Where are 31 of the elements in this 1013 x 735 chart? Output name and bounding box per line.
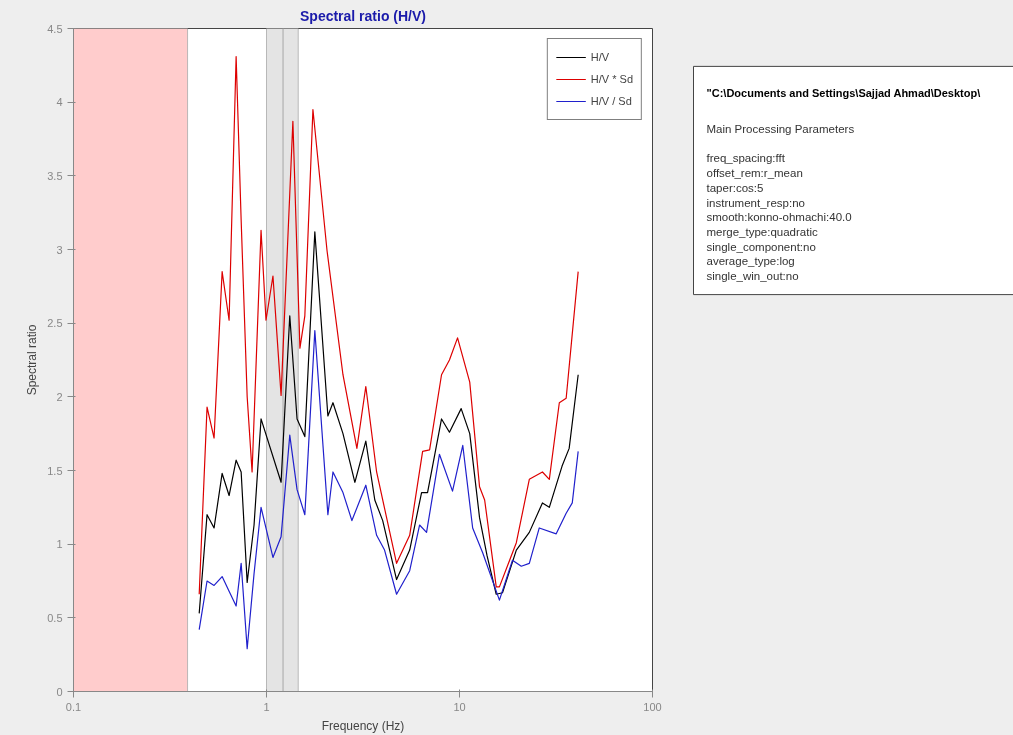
y-tick-label: 2.5	[47, 317, 63, 330]
text: instrument_resp:no	[706, 196, 805, 209]
x-tick-label: 100	[643, 700, 662, 713]
legend-label: H/V / Sd	[590, 95, 632, 107]
y-tick-label: 3.5	[47, 169, 63, 182]
text: smooth:konno-ohmachi:40.0	[706, 211, 852, 224]
x-tick-label: 1	[263, 700, 270, 713]
text: average_type:log	[706, 255, 795, 268]
x-axis-title: Frequency (Hz)	[321, 718, 405, 733]
y-axis-title: Spectral ratio	[25, 324, 40, 396]
text: freq_spacing:fft	[706, 152, 786, 165]
y-tick-label: 1	[56, 538, 63, 551]
legend-label: H/V * Sd	[590, 73, 633, 85]
legend-label: H/V	[590, 51, 611, 63]
y-tick-label: 1.5	[47, 464, 63, 477]
y-tick-label: 2	[56, 390, 63, 403]
text: merge_type:quadratic	[706, 225, 818, 238]
y-tick-label: 3	[56, 243, 63, 256]
text: single_component:no	[706, 240, 816, 253]
text: offset_rem:r_mean	[706, 167, 803, 180]
y-tick-label: 4.5	[47, 22, 63, 35]
y-tick-label: 0.5	[47, 611, 63, 624]
y-tick-label: 4	[56, 96, 63, 109]
x-tick-label: 0.1	[65, 700, 82, 713]
y-tick-label: 0	[56, 685, 63, 698]
x-tick-label: 10	[453, 700, 466, 713]
text: "C:\Documents and Settings\Sajjad Ahmad\Desktop\	[706, 87, 981, 100]
text: single_win_out:no	[706, 270, 799, 283]
chart-title: Spectral ratio (H/V)	[299, 7, 427, 24]
text: taper:cos:5	[706, 181, 764, 194]
text: Main Processing Parameters	[706, 122, 855, 135]
